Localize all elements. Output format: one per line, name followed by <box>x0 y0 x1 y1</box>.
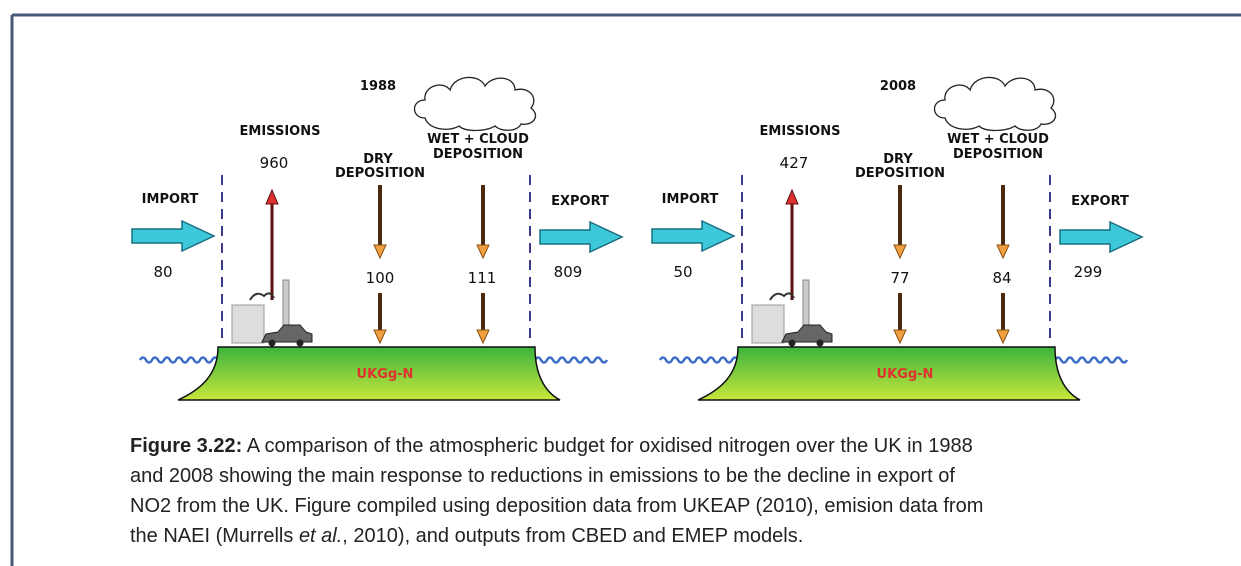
emissions-value: 960 <box>260 154 289 172</box>
caption-text: A comparison of the atmospheric budget f… <box>242 435 972 457</box>
water <box>658 356 746 364</box>
dry-label: DEPOSITION <box>335 166 425 181</box>
import-label: IMPORT <box>142 192 199 207</box>
caption-text: et al. <box>299 525 342 547</box>
wet-label: DEPOSITION <box>433 147 523 162</box>
wet-label: DEPOSITION <box>953 147 1043 162</box>
emission-head <box>265 188 279 205</box>
wet-label: WET + CLOUD <box>947 132 1049 147</box>
wheel <box>268 339 276 347</box>
car <box>781 324 833 343</box>
deposition-head <box>476 329 490 345</box>
dry-label: DRY <box>883 152 913 167</box>
caption-line: NO2 from the UK. Figure compiled using d… <box>130 495 983 517</box>
deposition-head <box>893 244 907 260</box>
dry-label: DEPOSITION <box>855 166 945 181</box>
deposition-head <box>996 244 1010 260</box>
flow-arrow <box>539 220 624 254</box>
car <box>261 324 313 343</box>
import-value: 50 <box>673 263 692 281</box>
wet-value: 84 <box>992 269 1011 287</box>
export-label: EXPORT <box>551 194 609 209</box>
dry-label: DRY <box>363 152 393 167</box>
caption-line: and 2008 showing the main response to re… <box>130 465 955 487</box>
factory <box>751 304 785 344</box>
caption-line: Figure 3.22: A comparison of the atmosph… <box>130 435 973 457</box>
deposition-head <box>373 244 387 260</box>
land <box>697 346 1081 401</box>
emissions-value: 427 <box>780 154 809 172</box>
smoke <box>769 292 795 301</box>
year: 2008 <box>880 79 916 94</box>
deposition-head <box>893 329 907 345</box>
deposition-head <box>996 329 1010 345</box>
factory <box>231 304 265 344</box>
import-label: IMPORT <box>662 192 719 207</box>
flow-arrow <box>651 219 736 253</box>
year: 1988 <box>360 79 396 94</box>
smoke <box>249 292 275 301</box>
export-value: 299 <box>1074 263 1103 281</box>
flow-arrow <box>131 219 216 253</box>
water <box>533 356 609 364</box>
emissions-label: EMISSIONS <box>240 124 321 139</box>
caption-text: , 2010), and outputs from CBED and EMEP … <box>342 525 803 547</box>
land <box>177 346 561 401</box>
deposition-head <box>476 244 490 260</box>
wheel <box>816 339 824 347</box>
wet-value: 111 <box>468 269 497 287</box>
water <box>138 356 226 364</box>
caption-text: the NAEI (Murrells <box>130 525 299 547</box>
wheel <box>788 339 796 347</box>
deposition-head <box>373 329 387 345</box>
flow-arrow <box>1059 220 1144 254</box>
land-label: UKGg-N <box>877 367 934 382</box>
caption-line: the NAEI (Murrells et al., 2010), and ou… <box>130 525 803 547</box>
cloud <box>413 76 537 132</box>
water <box>1053 356 1129 364</box>
emissions-label: EMISSIONS <box>760 124 841 139</box>
wet-label: WET + CLOUD <box>427 132 529 147</box>
caption-label: Figure 3.22: <box>130 435 242 457</box>
import-value: 80 <box>153 263 172 281</box>
export-label: EXPORT <box>1071 194 1129 209</box>
cloud <box>933 76 1057 132</box>
export-value: 809 <box>554 263 583 281</box>
emission-head <box>785 188 799 205</box>
land-label: UKGg-N <box>357 367 414 382</box>
wheel <box>296 339 304 347</box>
dry-value: 100 <box>366 269 395 287</box>
dry-value: 77 <box>890 269 909 287</box>
